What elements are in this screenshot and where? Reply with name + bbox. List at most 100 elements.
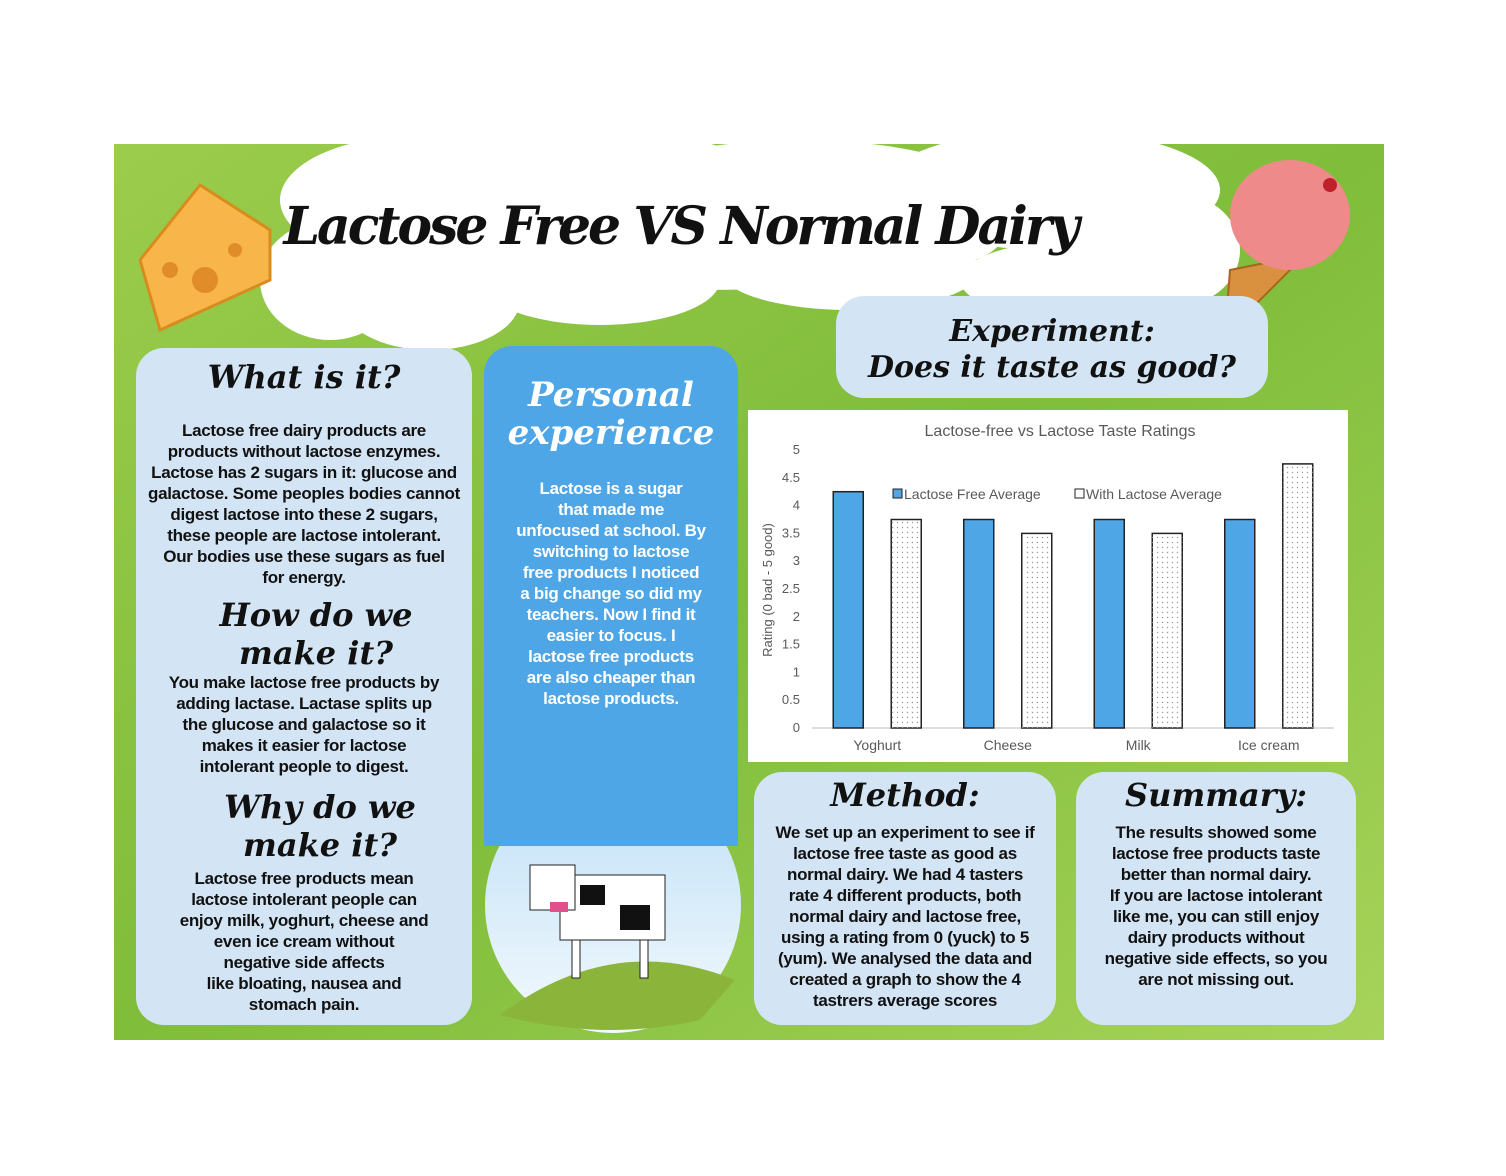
- text-line: Our bodies use these sugars as fuel: [163, 547, 445, 566]
- section-body: Lactose free products mean lactose intole…: [136, 868, 472, 1015]
- text-line: stomach pain.: [248, 995, 360, 1014]
- text-line: rate 4 different products, both: [788, 886, 1022, 905]
- bar: [1282, 463, 1314, 729]
- text-line: (yum). We analysed the data and: [778, 949, 1032, 968]
- y-tick-label: 3: [793, 553, 800, 568]
- text-line: the glucose and galactose so it: [182, 715, 426, 734]
- text-line: dairy products without: [1127, 928, 1305, 947]
- y-tick-label: 2: [793, 609, 800, 624]
- bar: [890, 518, 922, 729]
- text-line: using a rating from 0 (yuck) to 5: [781, 928, 1029, 947]
- left-panel: [136, 348, 472, 1025]
- text-line: Lactose is a sugar: [539, 479, 683, 498]
- text-line: negative side affects: [223, 953, 385, 972]
- text-line: like bloating, nausea and: [206, 974, 402, 993]
- text-line: Lactose has 2 sugars in it: glucose and: [151, 463, 457, 482]
- text-line: Experiment:: [949, 314, 1155, 349]
- y-tick-label: 4.5: [782, 470, 800, 485]
- experiment-heading: Experiment: Does it taste as good?: [836, 314, 1268, 386]
- y-tick-label: 2.5: [782, 581, 800, 596]
- text-line: even ice cream without: [213, 932, 395, 951]
- text-line: that made me: [558, 500, 664, 519]
- y-tick-label: 4: [793, 498, 800, 513]
- section-heading: Method:: [830, 776, 980, 814]
- text-line: better than normal dairy.: [1120, 865, 1312, 884]
- poster-title: Lactose Free VS Normal Dairy: [283, 196, 1079, 257]
- text-line: galactose. Some peoples bodies cannot: [148, 484, 460, 503]
- y-tick-label: 0.5: [782, 692, 800, 707]
- text-line: for energy.: [262, 568, 346, 587]
- text-line: a big change so did my: [520, 584, 702, 603]
- chart-title: Lactose-free vs Lactose Taste Ratings: [925, 423, 1196, 440]
- legend-label: With Lactose Average: [1086, 486, 1222, 502]
- section-heading: What is it?: [207, 358, 401, 396]
- section-body: We set up an experiment to see if lactose…: [754, 822, 1056, 1011]
- text-line: unfocused at school. By: [516, 521, 706, 540]
- legend-swatch: [1074, 488, 1085, 499]
- section-body: Lactose free dairy products are products …: [136, 420, 472, 588]
- y-tick-label: 1.5: [782, 637, 800, 652]
- section-body: You make lactose free products by adding …: [136, 672, 472, 777]
- section-body: The results showed some lactose free prod…: [1076, 822, 1356, 990]
- section-heading: Why do we make it?: [224, 788, 416, 864]
- text-line: We set up an experiment to see if: [775, 823, 1035, 842]
- text-line: these people are lactose intolerant.: [167, 526, 441, 545]
- x-tick-label: Ice cream: [1238, 737, 1299, 753]
- text-line: intolerant people to digest.: [199, 757, 409, 776]
- text-line: negative side effects, so you: [1104, 949, 1328, 968]
- text-line: lactose free products: [528, 647, 694, 666]
- x-tick-label: Cheese: [984, 737, 1032, 753]
- text-line: You make lactose free products by: [168, 673, 440, 692]
- method-panel: [754, 772, 1056, 1025]
- y-tick-label: 5: [793, 442, 800, 457]
- cloud-banner: [260, 130, 1240, 350]
- section-body: Lactose is a sugar that made me unfocused …: [484, 478, 738, 709]
- bar: [1093, 518, 1125, 729]
- text-line: enjoy milk, yoghurt, cheese and: [179, 911, 429, 930]
- text-line: Lactose free products mean: [194, 869, 414, 888]
- text-line: Lactose free dairy products are: [182, 421, 426, 440]
- experiment-panel: [836, 296, 1268, 398]
- text-line: adding lactase. Lactase splits up: [176, 694, 432, 713]
- bar: [1021, 532, 1053, 729]
- cheese: [138, 183, 272, 333]
- text-line: The results showed some: [1115, 823, 1317, 842]
- text-line: are not missing out.: [1138, 970, 1294, 989]
- x-tick-label: Milk: [1126, 737, 1152, 753]
- section-heading: Summary:: [1124, 776, 1308, 814]
- summary-panel: [1076, 772, 1356, 1025]
- text-line: teachers. Now I find it: [526, 605, 696, 624]
- legend-label: Lactose Free Average: [904, 486, 1041, 502]
- cow: [500, 864, 735, 1030]
- section-heading: How do we make it?: [219, 596, 413, 672]
- y-tick-label: 0: [793, 720, 800, 735]
- y-axis-label: Rating (0 bad - 5 good): [760, 523, 775, 657]
- text-line: lactose free taste as good as: [793, 844, 1017, 863]
- bar: [1224, 518, 1256, 729]
- personal-panel: [484, 346, 738, 846]
- y-tick-label: 1: [793, 664, 800, 679]
- legend-swatch: [892, 488, 903, 499]
- text-line: lactose intolerant people can: [191, 890, 417, 909]
- bar: [1151, 532, 1183, 729]
- text-line: easier to focus. I: [546, 626, 676, 645]
- text-line: like me, you can still enjoy: [1112, 907, 1320, 926]
- x-tick-label: Yoghurt: [853, 737, 901, 753]
- section-heading: Personal experience: [507, 375, 715, 453]
- text-line: normal dairy. We had 4 tasters: [786, 865, 1023, 884]
- text-line: are also cheaper than: [526, 668, 696, 687]
- text-line: normal dairy and lactose free,: [789, 907, 1021, 926]
- y-tick-label: 3.5: [782, 525, 800, 540]
- text-line: tastrers average scores: [812, 991, 997, 1010]
- bar: [963, 518, 995, 729]
- text-line: products without lactose enzymes.: [167, 442, 441, 461]
- bar: [832, 490, 864, 729]
- text-line: digest lactose into these 2 sugars,: [170, 505, 438, 524]
- text-line: created a graph to show the 4: [789, 970, 1021, 989]
- text-line: lactose free products taste: [1111, 844, 1321, 863]
- text-line: makes it easier for lactose: [201, 736, 407, 755]
- text-line: If you are lactose intolerant: [1109, 886, 1323, 905]
- text-line: switching to lactose: [532, 542, 690, 561]
- text-line: lactose products.: [543, 689, 679, 708]
- text-line: free products I noticed: [522, 563, 700, 582]
